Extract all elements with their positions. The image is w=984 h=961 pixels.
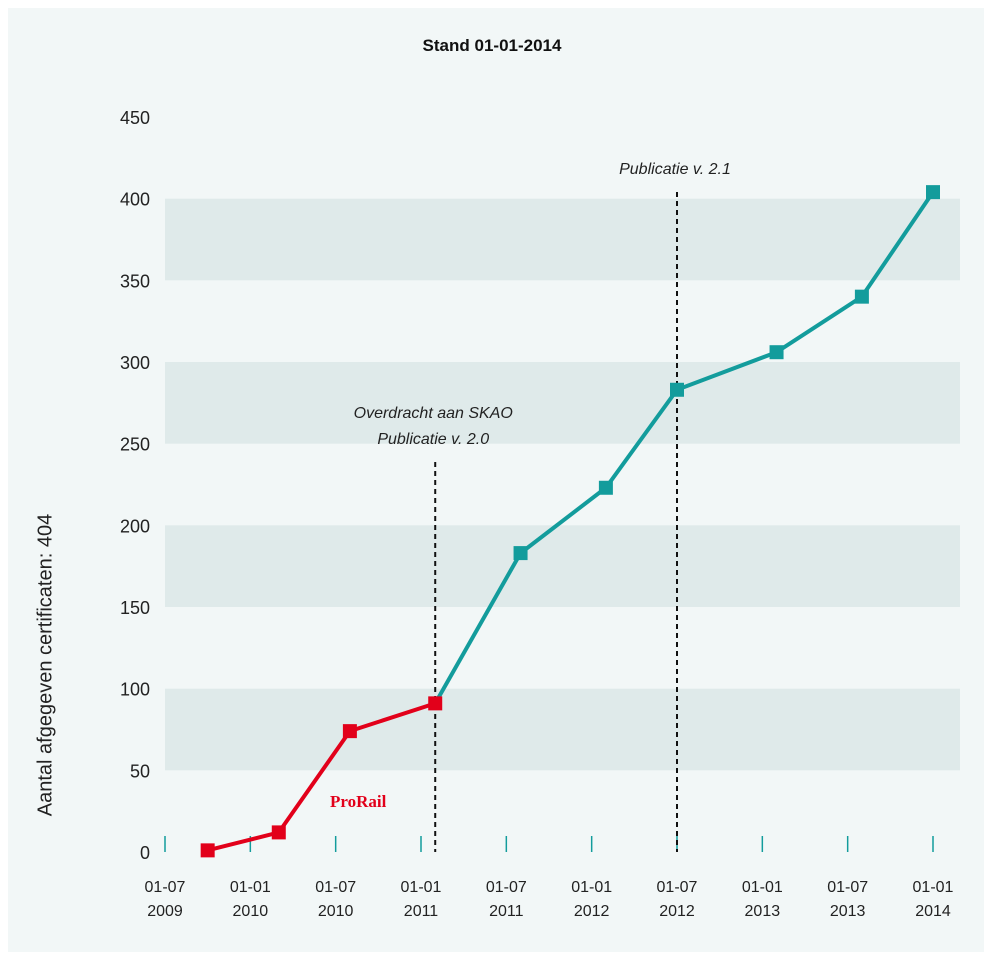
data-point [200,843,215,858]
y-tick-label: 0 [140,843,150,863]
x-tick-label: 01-07 [315,879,356,896]
data-point [670,382,684,397]
grid-bands [165,198,960,771]
y-tick-label: 200 [120,516,150,536]
y-tick-label: 400 [120,190,150,210]
x-tick-label: 01-07 [486,879,527,896]
grid-band [165,362,960,444]
x-tick-label: 2013 [830,903,866,920]
x-tick-label: 01-01 [913,879,954,896]
x-tick-label: 2011 [404,903,439,920]
x-tick-label: 01-01 [401,879,442,896]
series-line [207,701,436,853]
x-tick-label: 2010 [318,903,354,920]
y-tick-label: 150 [120,598,150,618]
y-tick-label: 450 [120,108,150,128]
annotation-label: Publicatie v. 2.0 [377,431,489,448]
data-point [926,185,940,200]
grid-band [165,198,960,281]
data-point [598,480,613,495]
grid-band [165,688,960,771]
x-tick-label: 01-01 [230,879,271,896]
data-point [513,546,528,561]
x-tick-label: 01-07 [145,879,186,896]
prorail-logo: ProRail [330,792,387,811]
x-tick-label: 2011 [489,903,524,920]
chart-panel [8,8,984,952]
series-markers [200,185,940,858]
x-tick-label: 01-01 [571,879,612,896]
data-point [342,724,357,739]
data-point [769,345,784,360]
y-tick-label: 100 [120,680,150,700]
y-tick-label: 50 [130,761,150,781]
y-tick-label: 300 [120,353,150,373]
annotation-label: Overdracht aan SKAO [354,405,513,422]
data-point [854,289,869,304]
x-tick-label: 2012 [574,903,610,920]
x-tick-label: 2013 [745,903,781,920]
data-point [428,696,443,711]
annotation-label: Publicatie v. 2.1 [619,161,731,178]
x-tick-label: 01-01 [742,879,783,896]
x-tick-label: 2009 [147,903,183,920]
y-tick-label: 250 [120,435,150,455]
grid-band [165,525,960,607]
chart-title: Stand 01-01-2014 [422,36,562,55]
x-tick-label: 2012 [659,903,695,920]
y-axis-ticks: 0 50 100 150 200 250 300 350 400 450 [120,108,150,863]
y-tick-label: 350 [120,271,150,291]
x-axis-ticks: 01-07 2009 01-01 2010 01-07 2010 01-01 2011 01-0… [145,836,954,920]
annotations: Overdracht aan SKAO Publicatie v. 2.0 Publ… [354,161,731,448]
x-tick-label: 01-07 [827,879,868,896]
x-tick-label: 2010 [233,903,269,920]
annotation-lines [434,192,678,852]
x-tick-label: 01-07 [657,879,698,896]
data-point [271,825,286,840]
x-tick-label: 2014 [915,903,951,920]
